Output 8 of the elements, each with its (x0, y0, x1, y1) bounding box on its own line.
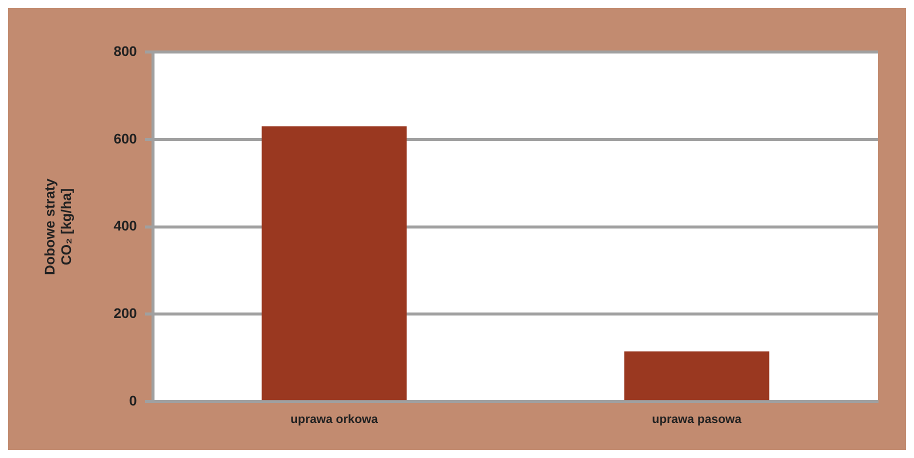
x-tick-label: uprawa pasowa (652, 412, 742, 426)
y-tick-label: 400 (114, 218, 138, 234)
y-axis-title: Dobowe straty CO₂ [kg/ha] (41, 178, 74, 276)
y-tick-label: 0 (129, 392, 138, 408)
y-tick-label: 800 (114, 42, 138, 59)
x-tick-label: uprawa orkowa (290, 412, 378, 426)
y-tick-label: 200 (114, 305, 138, 322)
y-tick-label: 600 (114, 130, 138, 146)
